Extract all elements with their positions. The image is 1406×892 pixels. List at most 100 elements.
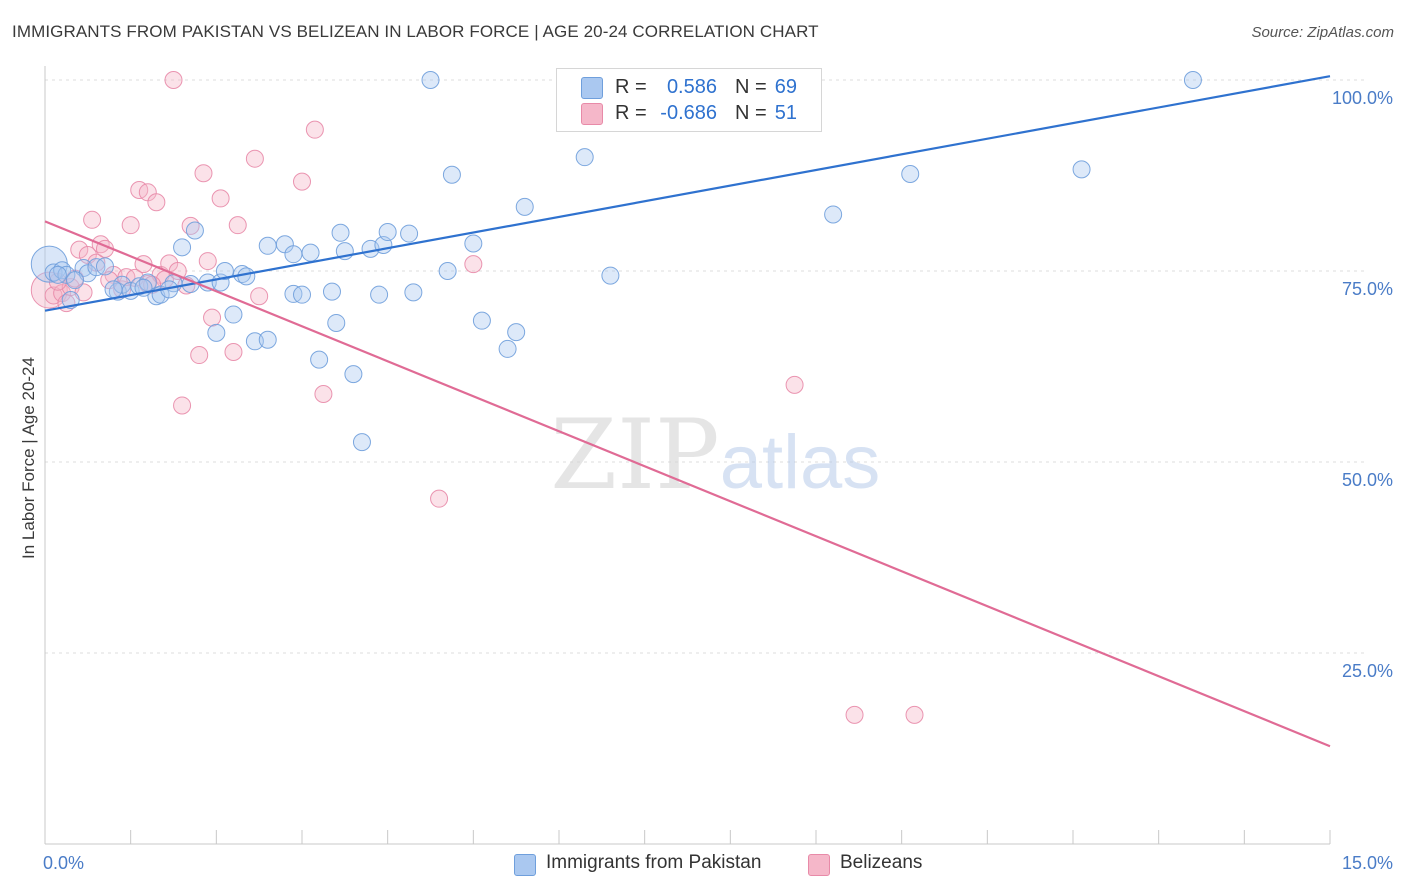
pakistan-point [301, 243, 320, 262]
pakistan-point [104, 280, 123, 299]
belizeans-point [83, 210, 102, 229]
axes [44, 66, 1331, 845]
belizeans-point [245, 149, 264, 168]
pakistan-point [404, 283, 423, 302]
trend-lines [44, 75, 1331, 748]
belizeans-point [905, 705, 924, 724]
chart-title: IMMIGRANTS FROM PAKISTAN VS BELIZEAN IN … [12, 22, 819, 41]
pakistan-point [331, 223, 350, 242]
pakistan-point [310, 350, 329, 369]
pakistan-point [378, 223, 397, 242]
belizeans-point [190, 346, 209, 365]
x-tick-label: 15.0% [1342, 853, 1393, 873]
pakistan-point [507, 323, 526, 342]
belizeans-points [30, 71, 924, 724]
grid-lines [45, 79, 1365, 654]
pakistan-point [575, 148, 594, 167]
pakistan-point [173, 238, 192, 257]
legend-row-pakistan: R = 0.586 N = 69 [557, 75, 821, 101]
belizeans-point [198, 252, 217, 271]
belizeans-point [430, 489, 449, 508]
pakistan-point [352, 433, 371, 452]
belizeans-point [314, 385, 333, 404]
pakistan-point [421, 71, 440, 89]
watermark-zip: ZIP [550, 399, 719, 511]
pakistan-trend-line [44, 75, 1331, 312]
belizeans-point [203, 308, 222, 327]
pakistan-point [472, 311, 491, 330]
legend-r-value: -0.686 [660, 102, 717, 124]
legend-n-label: N = [735, 76, 767, 98]
belizeans-point [785, 375, 804, 394]
belizeans-point [194, 164, 213, 183]
pakistan-point [48, 265, 67, 284]
pakistan-point [258, 236, 277, 255]
legend-r-value: 0.586 [666, 76, 717, 98]
belizeans-point [845, 705, 864, 724]
legend-n-value: 51 [774, 102, 797, 124]
y-tick-label: 25.0% [1342, 661, 1393, 681]
pakistan-point [438, 262, 457, 280]
pakistan-point [400, 224, 419, 243]
y-tick-label: 100.0% [1332, 88, 1393, 108]
pakistan-point [498, 339, 517, 358]
correlation-legend: R = 0.586 N = 69 R = -0.686 N = 51 [556, 68, 822, 132]
pakistan-point [237, 267, 256, 286]
pakistan-point [215, 262, 234, 280]
y-tick-label: 50.0% [1342, 470, 1393, 490]
series-legend: Immigrants from Pakistan Belizeans [0, 852, 1406, 878]
legend-label-belizeans: Belizeans [840, 852, 923, 873]
belizeans-point [70, 240, 89, 259]
belizeans-point [147, 193, 166, 212]
belizeans-point [164, 71, 183, 89]
legend-row-belizeans: R = -0.686 N = 51 [557, 101, 821, 127]
belizeans-point [121, 216, 140, 235]
belizeans-point [293, 172, 311, 191]
belizeans-point [305, 120, 324, 139]
pakistan-point [601, 266, 620, 285]
watermark-atlas: atlas [720, 420, 881, 505]
legend-n-label: N = [735, 102, 767, 124]
belizeans-point [173, 396, 192, 415]
pakistan-point [327, 313, 346, 332]
pakistan-point [1072, 160, 1091, 179]
legend-r-label: R = [615, 76, 647, 98]
pakistan-point [284, 245, 303, 264]
legend-r-label: R = [615, 102, 647, 124]
pakistan-point [245, 332, 264, 351]
legend-swatch-pakistan [581, 77, 603, 99]
watermark: ZIP atlas [550, 399, 880, 511]
belizeans-trend-line [44, 220, 1331, 748]
pakistan-point [207, 323, 226, 342]
pakistan-point [293, 285, 311, 304]
x-tick-label: 0.0% [43, 853, 84, 873]
pakistan-point [224, 305, 243, 324]
pakistan-point [95, 257, 114, 276]
pakistan-point [185, 221, 204, 240]
pakistan-point [322, 282, 341, 301]
belizeans-point [224, 342, 243, 361]
pakistan-point [344, 365, 363, 384]
pakistan-point [515, 197, 534, 216]
belizeans-point [211, 189, 230, 208]
belizeans-point [464, 255, 483, 274]
pakistan-point [1183, 71, 1202, 89]
y-tick-label: 75.0% [1342, 279, 1393, 299]
pakistan-point [258, 330, 277, 349]
source-label: Source: ZipAtlas.com [1251, 24, 1394, 41]
pakistan-point [824, 205, 843, 224]
legend-swatch-pakistan [514, 854, 536, 876]
y-axis-label: In Labor Force | Age 20-24 [19, 357, 38, 559]
legend-swatch-belizeans [808, 854, 830, 876]
pakistan-point [442, 165, 461, 184]
legend-swatch-belizeans [581, 103, 603, 125]
legend-label-pakistan: Immigrants from Pakistan [546, 852, 762, 873]
pakistan-point [370, 285, 389, 304]
belizeans-point [250, 287, 269, 306]
pakistan-point [901, 164, 920, 183]
tick-labels: 25.0% 50.0% 75.0% 100.0% 0.0% 15.0% [43, 88, 1393, 873]
pakistan-point [464, 234, 483, 253]
legend-n-value: 69 [774, 76, 797, 98]
pakistan-point [65, 271, 84, 290]
